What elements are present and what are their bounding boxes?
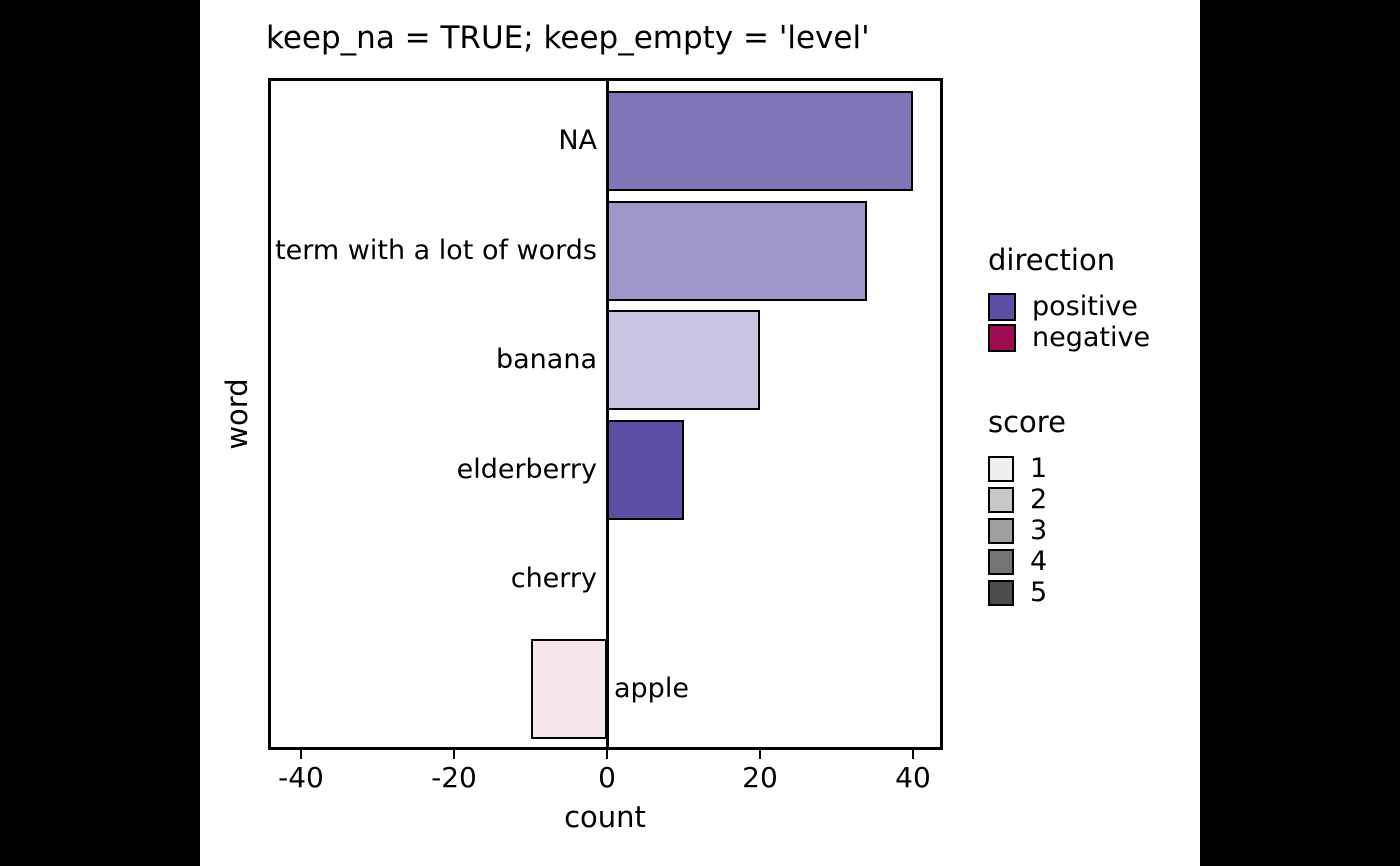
legend-entry: 2 xyxy=(988,484,1066,515)
category-label: term with a lot of words xyxy=(275,234,597,266)
plot-panel: NA term with a lot of words banana elderber… xyxy=(268,78,943,750)
x-axis-tick-label: 20 xyxy=(742,761,778,794)
legend-key-swatch xyxy=(988,579,1014,606)
legend-entry: 5 xyxy=(988,577,1066,608)
x-axis-title: count xyxy=(564,800,646,834)
x-axis-tick xyxy=(605,750,609,759)
bar xyxy=(607,419,684,520)
x-axis-tick-label: 0 xyxy=(598,761,616,794)
legend-label: 4 xyxy=(1030,546,1048,577)
x-axis-tick xyxy=(452,750,456,759)
legend-label: 5 xyxy=(1030,577,1048,608)
x-axis-tick xyxy=(911,750,915,759)
legend-entry: negative xyxy=(988,322,1150,353)
category-label: cherry xyxy=(510,563,597,594)
chart-title: keep_na = TRUE; keep_empty = 'level' xyxy=(266,20,870,56)
x-axis-tick xyxy=(758,750,762,759)
figure: keep_na = TRUE; keep_empty = 'level' NA t… xyxy=(200,0,1200,866)
legend-entry: 1 xyxy=(988,453,1066,484)
category-label: elderberry xyxy=(456,453,597,485)
category-label: banana xyxy=(496,344,597,375)
legend-label: 2 xyxy=(1030,484,1048,515)
bar xyxy=(607,200,868,301)
legend-group-direction: direction positive negative xyxy=(988,243,1150,353)
y-axis-title: word xyxy=(220,378,254,450)
legend-label: 1 xyxy=(1030,453,1048,484)
legend-label: 3 xyxy=(1030,515,1048,546)
bar xyxy=(607,310,760,410)
category-label: apple xyxy=(614,672,689,704)
legend-entry: 4 xyxy=(988,546,1066,577)
legend-key-swatch xyxy=(988,517,1014,544)
legend-title: direction xyxy=(988,243,1116,277)
legend-key-swatch xyxy=(988,292,1016,321)
legend-key-swatch xyxy=(988,455,1014,482)
legend-key-swatch xyxy=(988,486,1014,513)
x-axis-tick xyxy=(299,750,303,759)
bar xyxy=(530,638,607,739)
zero-line xyxy=(605,78,609,750)
legend-group-score: score 1 2 3 4 5 xyxy=(988,405,1066,608)
bar xyxy=(607,91,913,191)
category-label: NA xyxy=(558,125,597,156)
x-axis-tick-label: 40 xyxy=(895,761,931,794)
legend-entry: positive xyxy=(988,291,1150,322)
legend-entry: 3 xyxy=(988,515,1066,546)
legend-label: positive xyxy=(1032,291,1138,322)
legend-label: negative xyxy=(1032,322,1151,353)
legend-key-swatch xyxy=(988,323,1016,352)
legend-key-swatch xyxy=(988,548,1014,575)
x-axis-tick-label: -20 xyxy=(431,761,477,794)
legend-title: score xyxy=(988,405,1066,439)
x-axis-tick-label: -40 xyxy=(278,761,324,794)
